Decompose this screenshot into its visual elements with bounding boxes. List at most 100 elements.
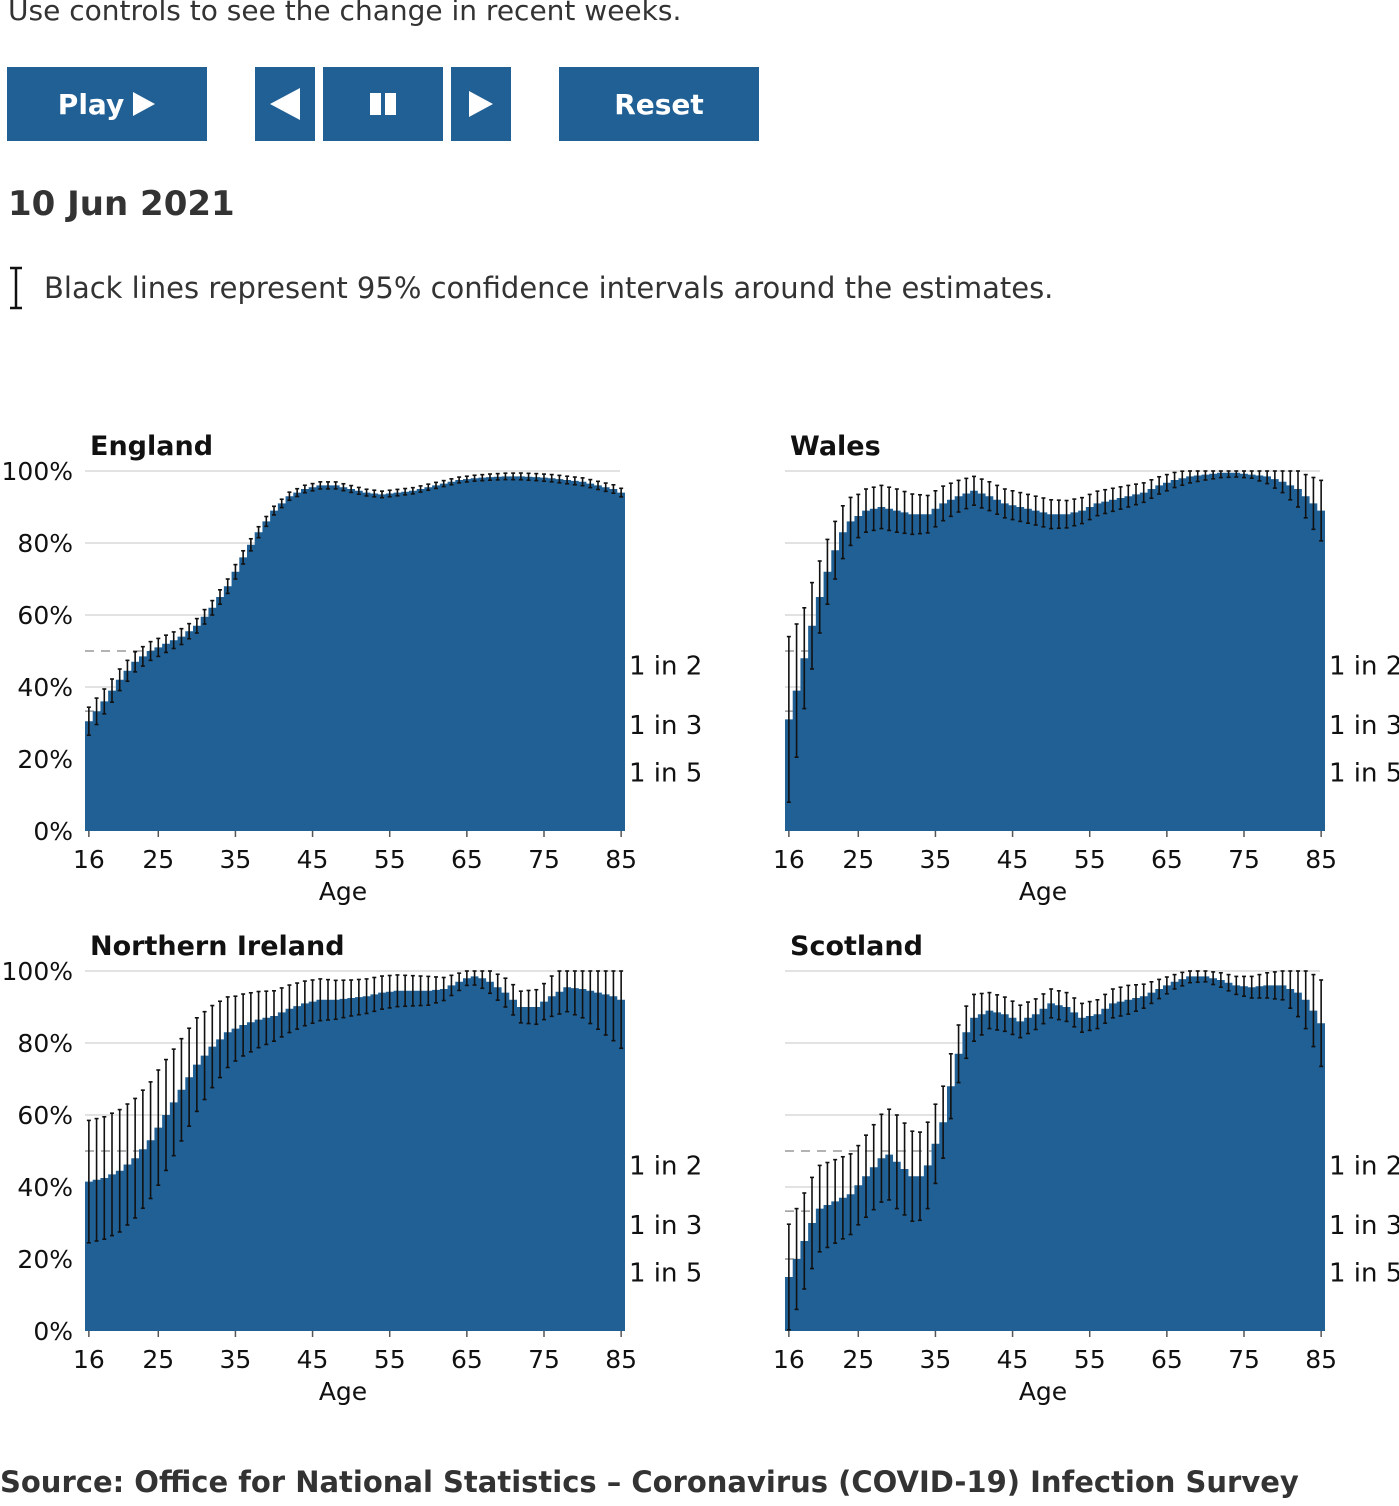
confidence-interval — [894, 488, 899, 533]
confidence-interval — [941, 1085, 946, 1160]
confidence-interval — [1288, 470, 1293, 501]
confidence-interval — [356, 978, 361, 1016]
reference-label: 1 in 3 — [1329, 711, 1399, 741]
reference-label: 1 in 5 — [1329, 758, 1399, 788]
confidence-interval — [1257, 470, 1262, 482]
confidence-interval — [341, 979, 346, 1019]
play-button[interactable]: Play — [7, 67, 207, 141]
step-forward-button[interactable] — [451, 67, 511, 141]
ci-legend-text: Black lines represent 95% confidence int… — [44, 271, 1054, 305]
confidence-interval — [441, 479, 446, 488]
confidence-interval — [794, 623, 799, 759]
confidence-interval — [1172, 973, 1177, 990]
confidence-interval — [580, 970, 585, 1019]
confidence-interval — [572, 476, 577, 486]
confidence-interval — [488, 473, 492, 482]
confidence-interval — [117, 1108, 122, 1233]
confidence-interval — [387, 974, 392, 1009]
confidence-interval — [426, 975, 431, 1006]
confidence-interval — [426, 483, 431, 492]
confidence-interval — [887, 1108, 892, 1201]
confidence-interval — [810, 581, 814, 670]
confidence-interval — [225, 578, 230, 595]
reference-label: 1 in 5 — [1329, 1258, 1399, 1288]
confidence-interval — [848, 496, 853, 547]
confidence-interval — [1118, 986, 1123, 1017]
x-tick-label: 35 — [220, 1345, 252, 1374]
confidence-interval — [310, 979, 315, 1024]
confidence-interval — [925, 1121, 930, 1210]
confidence-interval — [972, 475, 976, 506]
confidence-interval — [1056, 499, 1061, 530]
confidence-interval — [1033, 495, 1038, 526]
confidence-interval — [395, 974, 400, 1008]
confidence-interval — [1249, 975, 1254, 999]
confidence-interval — [879, 484, 884, 530]
x-tick-label: 16 — [73, 1345, 105, 1374]
confidence-interval — [979, 478, 984, 509]
confidence-interval — [1249, 470, 1254, 479]
confidence-interval — [410, 974, 415, 1007]
confidence-interval — [349, 979, 354, 1017]
confidence-interval — [786, 635, 791, 804]
confidence-interval — [879, 1113, 884, 1203]
confidence-interval — [372, 976, 377, 1013]
confidence-interval — [1226, 470, 1231, 479]
confidence-interval — [534, 472, 539, 482]
reference-label: 1 in 3 — [629, 711, 702, 741]
step-back-icon — [270, 88, 300, 120]
confidence-interval — [933, 490, 938, 528]
chart-1: Wales 1 in 2 1 in 3 1 in 5 16 25 35 45 55 65 75 85 A… — [773, 431, 1399, 906]
x-tick-label: 45 — [297, 1345, 329, 1374]
confidence-interval — [910, 1130, 915, 1223]
step-back-button[interactable] — [255, 67, 315, 141]
confidence-interval — [1296, 470, 1300, 508]
pause-button[interactable] — [323, 67, 443, 141]
confidence-interval — [464, 475, 469, 483]
confidence-interval — [179, 627, 184, 646]
confidence-interval — [1010, 490, 1015, 521]
confidence-interval — [1064, 499, 1069, 529]
confidence-interval — [588, 478, 593, 489]
confidence-interval — [810, 1176, 814, 1270]
confidence-interval — [1203, 970, 1208, 983]
confidence-interval — [1064, 991, 1069, 1023]
confidence-interval — [256, 525, 261, 539]
y-tick-label: 40% — [17, 673, 73, 702]
confidence-interval — [341, 482, 346, 492]
confidence-interval — [1080, 1002, 1084, 1033]
confidence-interval — [480, 473, 485, 482]
reference-label: 1 in 2 — [629, 651, 702, 681]
confidence-interval — [956, 479, 961, 513]
confidence-interval — [948, 1053, 953, 1120]
confidence-interval — [1288, 970, 1293, 1009]
confidence-interval — [1203, 470, 1208, 481]
confidence-interval — [302, 484, 307, 494]
confidence-interval — [287, 491, 292, 502]
confidence-interval — [1234, 975, 1239, 996]
confidence-interval — [995, 994, 1000, 1031]
confidence-interval — [202, 1010, 207, 1101]
confidence-interval — [225, 996, 230, 1069]
confidence-interval — [1303, 473, 1308, 519]
confidence-interval — [1188, 970, 1192, 984]
confidence-interval — [302, 980, 307, 1027]
confidence-interval — [1218, 972, 1223, 988]
confidence-interval — [495, 472, 500, 481]
x-tick-label: 45 — [997, 845, 1029, 874]
confidence-interval — [1319, 979, 1324, 1068]
confidence-interval — [817, 1164, 822, 1253]
confidence-interval — [802, 1192, 807, 1290]
confidence-interval — [94, 1117, 99, 1242]
confidence-interval — [1110, 988, 1115, 1019]
confidence-interval — [619, 487, 624, 498]
confidence-interval — [549, 473, 554, 483]
confidence-interval — [1226, 973, 1231, 992]
x-tick-label: 65 — [451, 1345, 483, 1374]
confidence-interval — [133, 1097, 138, 1219]
confidence-interval — [1211, 470, 1216, 480]
confidence-interval — [1195, 970, 1200, 984]
reset-button[interactable]: Reset — [559, 67, 759, 141]
intro-text: Use controls to see the change in recent… — [8, 0, 682, 27]
confidence-interval — [86, 1119, 91, 1244]
